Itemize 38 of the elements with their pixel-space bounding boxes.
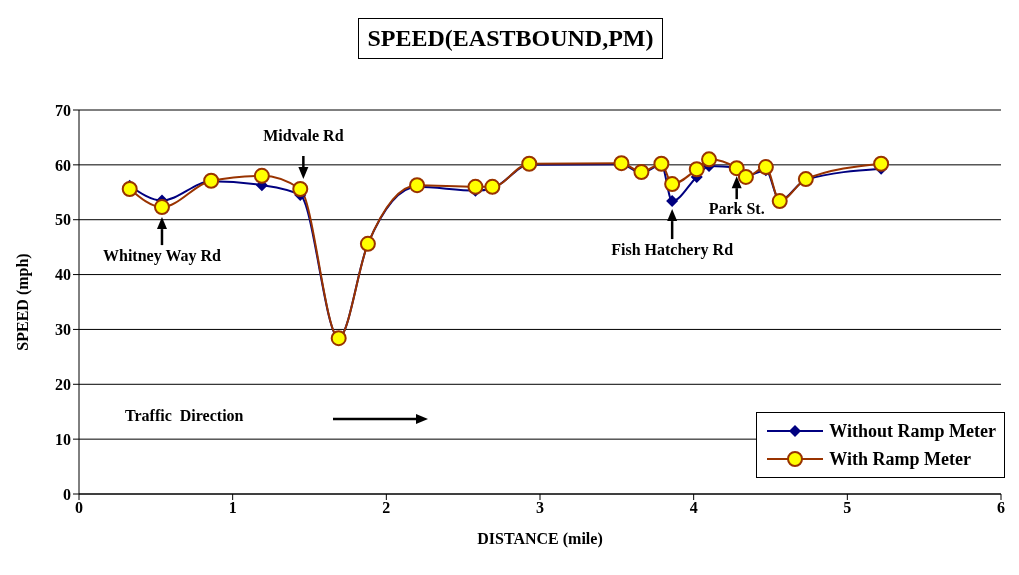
point xyxy=(664,176,681,193)
annotation: Midvale Rd xyxy=(263,126,344,144)
x-axis-title: DISTANCE (mile) xyxy=(477,530,603,548)
point xyxy=(253,167,270,184)
point xyxy=(633,163,650,180)
point xyxy=(292,180,309,197)
point xyxy=(701,151,718,168)
legend-label: With Ramp Meter xyxy=(829,448,971,470)
point xyxy=(484,178,501,195)
x-tick-label: 3 xyxy=(536,499,544,517)
point xyxy=(467,178,484,195)
annotation: Whitney Way Rd xyxy=(103,247,222,266)
point xyxy=(873,155,890,172)
y-tick-label: 60 xyxy=(55,156,71,174)
y-tick-label: 40 xyxy=(55,266,71,284)
y-tick-label: 10 xyxy=(55,430,71,448)
point xyxy=(153,199,170,216)
x-tick-label: 6 xyxy=(997,499,1005,517)
point xyxy=(666,195,679,208)
chart-title: SPEED(EASTBOUND,PM) xyxy=(358,18,663,59)
y-tick-label: 50 xyxy=(55,211,71,229)
x-tick-label: 0 xyxy=(75,499,83,517)
x-tick-label: 1 xyxy=(228,499,237,517)
point xyxy=(121,180,138,197)
annotation: Fish Hatchery Rd xyxy=(611,241,734,260)
y-tick-label: 0 xyxy=(63,485,71,503)
x-tick-label: 2 xyxy=(382,499,391,517)
point xyxy=(688,161,705,178)
y-tick-label: 30 xyxy=(55,321,71,339)
y-tick-label: 20 xyxy=(55,375,71,393)
legend-label: Without Ramp Meter xyxy=(829,420,996,442)
annotation: Traffic Direction xyxy=(125,407,244,425)
x-tick-label: 4 xyxy=(689,499,698,517)
y-axis-title: SPEED (mph) xyxy=(13,253,32,351)
x-tick-label: 5 xyxy=(843,499,852,517)
y-tick-label: 70 xyxy=(55,101,71,119)
point xyxy=(757,159,774,176)
annotation: Park St. xyxy=(708,200,765,218)
